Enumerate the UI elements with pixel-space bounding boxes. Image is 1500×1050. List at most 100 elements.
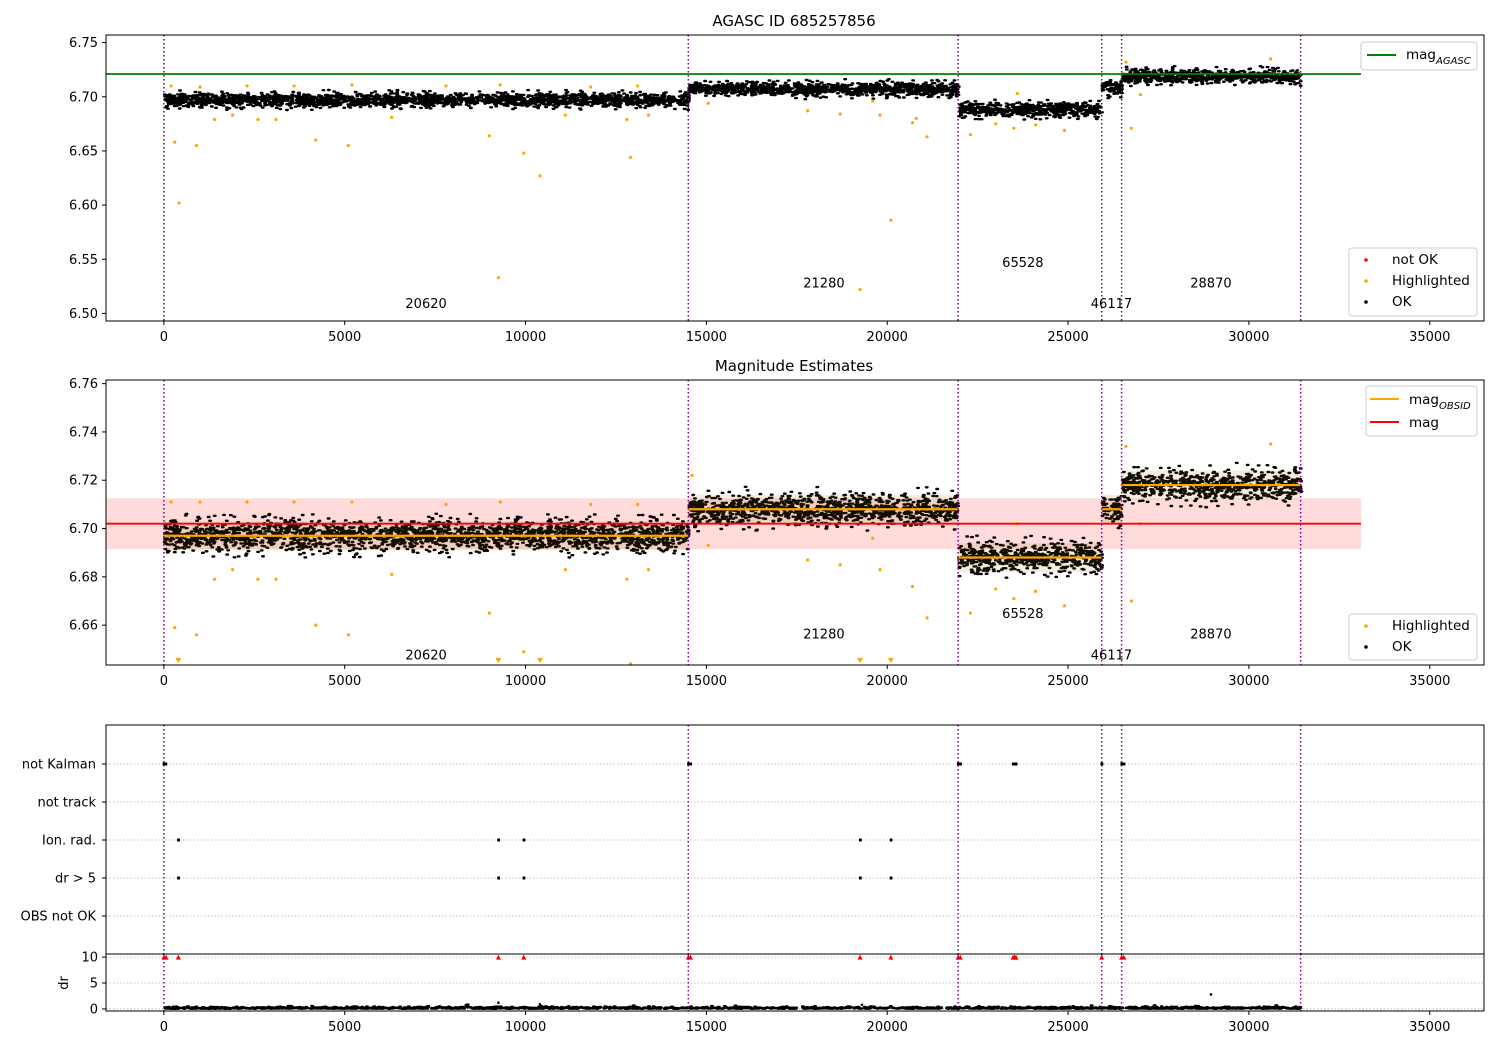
highlighted-point bbox=[706, 543, 710, 548]
highlighted-point bbox=[806, 109, 810, 113]
highlighted-point bbox=[871, 99, 875, 103]
flag-row-label: not track bbox=[37, 796, 96, 811]
dr-clipped-marker bbox=[1121, 954, 1127, 960]
highlighted-point bbox=[1269, 442, 1273, 446]
highlighted-point bbox=[628, 155, 633, 160]
highlighted-point bbox=[1012, 596, 1016, 601]
below-range-marker bbox=[537, 658, 544, 663]
highlighted-point bbox=[646, 113, 651, 117]
y-tick-label: 6.65 bbox=[69, 144, 98, 159]
obsid-label: 46117 bbox=[1091, 297, 1132, 312]
obsid-label: 28870 bbox=[1190, 627, 1231, 642]
highlighted-point bbox=[444, 502, 448, 506]
flag-point bbox=[858, 838, 862, 842]
highlighted-point bbox=[889, 218, 893, 222]
dr-clipped-marker bbox=[687, 954, 693, 960]
highlighted-point bbox=[838, 112, 842, 116]
highlighted-point bbox=[346, 143, 350, 148]
highlighted-point bbox=[212, 117, 217, 122]
x-tick-label: 5000 bbox=[328, 674, 361, 689]
y-tick-label: 6.72 bbox=[69, 474, 98, 489]
legend-mag-label: mag bbox=[1409, 415, 1439, 431]
x-tick-label: 5000 bbox=[328, 330, 361, 345]
ok-points-21280 bbox=[687, 78, 961, 101]
dr-clipped-marker bbox=[1013, 954, 1019, 960]
flag-point bbox=[1014, 762, 1018, 766]
y-tick-label: 6.60 bbox=[69, 199, 98, 214]
x-tick-label: 15000 bbox=[686, 1020, 727, 1035]
y-tick-label: 0 bbox=[90, 1002, 98, 1017]
highlighted-point bbox=[194, 633, 199, 637]
x-tick-label: 20000 bbox=[867, 330, 908, 345]
highlighted-point bbox=[314, 623, 318, 627]
panel-agasc-magnitude: AGASC ID 685257856 20620 21280 65528 46117 2… bbox=[69, 12, 1485, 345]
highlighted-point bbox=[496, 276, 501, 280]
obsid-label: 21280 bbox=[803, 627, 844, 642]
highlighted-point bbox=[878, 567, 882, 572]
highlighted-point bbox=[690, 473, 694, 478]
dr-clipped-marker bbox=[175, 954, 181, 960]
dr-points bbox=[163, 1003, 1303, 1010]
highlighted-point bbox=[198, 500, 202, 504]
flag-point bbox=[497, 838, 501, 842]
y-tick-label: 6.55 bbox=[69, 253, 98, 268]
y-tick-label: 6.66 bbox=[69, 619, 98, 634]
panel-agasc-frame bbox=[105, 34, 1485, 322]
highlighted-point bbox=[589, 85, 593, 89]
highlighted-point bbox=[292, 500, 296, 504]
y-tick-label: 10 bbox=[81, 951, 98, 966]
highlighted-point bbox=[1129, 599, 1133, 603]
x-tick-label: 30000 bbox=[1228, 674, 1269, 689]
highlighted-point bbox=[230, 113, 235, 117]
ok-points-28870 bbox=[1120, 65, 1303, 88]
below-range-marker bbox=[857, 658, 864, 663]
flag-point bbox=[177, 838, 180, 842]
highlighted-point bbox=[173, 140, 177, 144]
x-tick-label: 15000 bbox=[686, 330, 727, 345]
flag-point bbox=[164, 762, 168, 766]
highlighted-point bbox=[968, 611, 973, 615]
legend-highlighted: Highlighted bbox=[1392, 273, 1470, 289]
highlighted-point bbox=[498, 500, 502, 504]
highlighted-point bbox=[994, 122, 998, 126]
highlighted-point bbox=[636, 502, 640, 506]
y-tick-label: 6.68 bbox=[69, 570, 98, 585]
flag-point bbox=[1013, 762, 1017, 766]
legend-mag-obsid-label: magOBSID bbox=[1409, 392, 1471, 412]
obsid-label: 65528 bbox=[1002, 256, 1043, 271]
highlighted-point bbox=[625, 577, 629, 581]
highlighted-point bbox=[169, 84, 173, 88]
x-tick-label: 35000 bbox=[1409, 674, 1450, 689]
y-tick-label: 6.76 bbox=[69, 377, 98, 392]
flag-point bbox=[497, 876, 501, 880]
panel-estimates-frame bbox=[105, 379, 1485, 666]
legend-not-ok: not OK bbox=[1392, 252, 1439, 268]
flag-point bbox=[956, 762, 960, 766]
ok-points-46117 bbox=[1100, 79, 1125, 100]
highlighted-point bbox=[538, 174, 542, 178]
x-tick-label: 20000 bbox=[867, 1020, 908, 1035]
legend-highlighted-2: Highlighted bbox=[1392, 618, 1470, 634]
dr-outlier-point bbox=[1209, 993, 1213, 996]
legend-mag-lines: magOBSID mag bbox=[1365, 385, 1478, 437]
y-tick-label: 6.50 bbox=[69, 307, 98, 322]
dr-clipped-marker bbox=[521, 954, 527, 960]
x-tick-label: 30000 bbox=[1228, 330, 1269, 345]
ok-points-20620 bbox=[162, 512, 691, 559]
highlighted-point bbox=[350, 500, 354, 504]
highlighted-point bbox=[858, 287, 862, 292]
y-tick-label: 6.70 bbox=[69, 90, 98, 105]
highlighted-point bbox=[198, 85, 202, 89]
highlighted-point bbox=[1033, 589, 1038, 593]
highlighted-point bbox=[350, 83, 354, 87]
x-tick-label: 25000 bbox=[1047, 1020, 1088, 1035]
highlighted-point bbox=[910, 584, 915, 589]
dr-outlier-point bbox=[860, 1003, 864, 1007]
highlighted-point bbox=[1062, 128, 1067, 132]
highlighted-point bbox=[1124, 444, 1128, 449]
obsid-label: 46117 bbox=[1091, 648, 1132, 663]
highlighted-point bbox=[256, 117, 260, 122]
below-range-marker bbox=[175, 658, 182, 663]
highlighted-point bbox=[563, 567, 567, 572]
